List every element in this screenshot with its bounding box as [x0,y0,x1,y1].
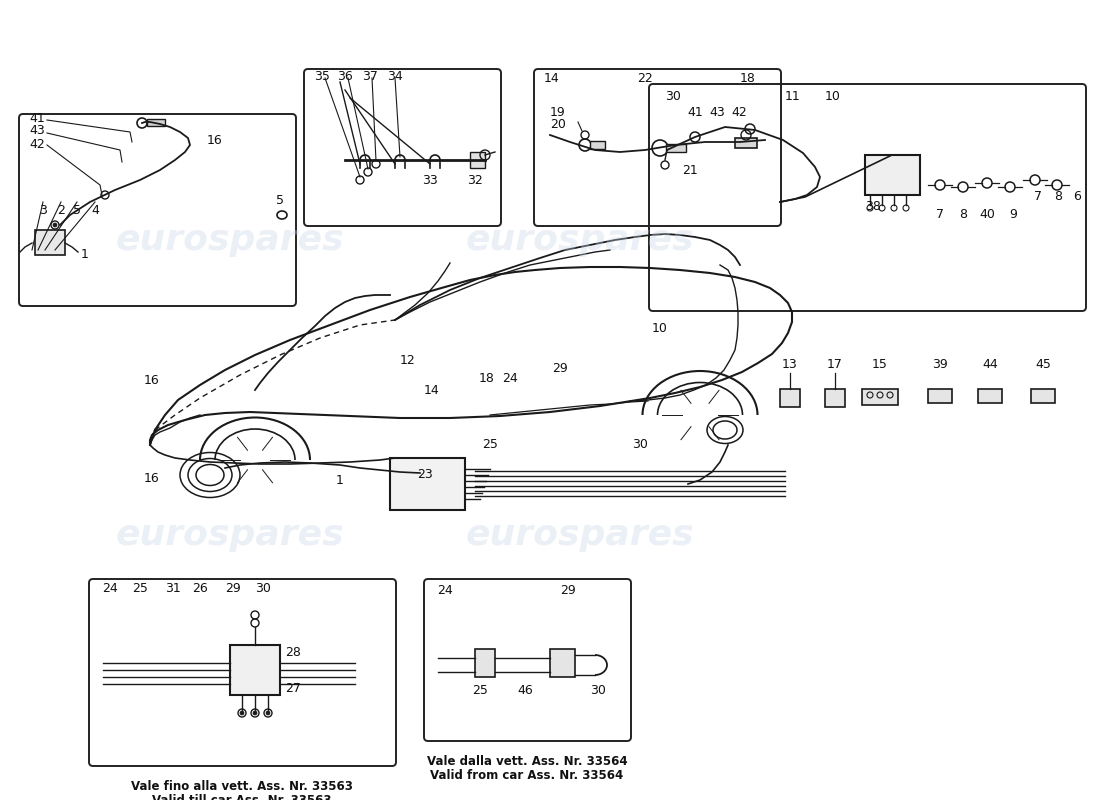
Text: Valid from car Ass. Nr. 33564: Valid from car Ass. Nr. 33564 [430,769,624,782]
Text: 8: 8 [1054,190,1062,203]
Text: 10: 10 [825,90,840,103]
Text: 25: 25 [482,438,498,451]
Text: 28: 28 [285,646,301,658]
Bar [928,389,952,403]
Text: Valid till car Ass. Nr. 33563: Valid till car Ass. Nr. 33563 [152,794,332,800]
Text: 14: 14 [425,383,440,397]
Text: 45: 45 [1035,358,1050,371]
Bar [735,138,757,148]
Text: 22: 22 [637,71,653,85]
Text: 7: 7 [936,209,944,222]
Text: 24: 24 [502,371,518,385]
Bar [1031,389,1055,403]
Text: 42: 42 [732,106,747,119]
Bar [862,389,898,405]
Text: 16: 16 [144,374,159,386]
Text: 24: 24 [437,583,453,597]
Text: 18: 18 [740,71,756,85]
Text: 21: 21 [682,163,697,177]
Text: 19: 19 [550,106,565,118]
Text: 42: 42 [29,138,45,150]
Circle shape [53,223,57,227]
Text: eurospares: eurospares [465,223,694,257]
Text: eurospares: eurospares [465,518,694,552]
Bar [666,144,686,152]
Text: 38: 38 [865,201,881,214]
Text: 4: 4 [91,203,99,217]
Text: 32: 32 [468,174,483,186]
Text: 46: 46 [517,683,532,697]
Bar [147,119,165,126]
Text: 27: 27 [285,682,301,694]
Text: 29: 29 [560,583,576,597]
Bar [825,389,845,407]
Text: 36: 36 [337,70,353,82]
Text: 5: 5 [73,203,81,217]
Bar [780,389,800,407]
Text: eurospares: eurospares [116,518,344,552]
Text: Vale dalla vett. Ass. Nr. 33564: Vale dalla vett. Ass. Nr. 33564 [427,755,627,768]
Bar [475,649,495,677]
Text: 24: 24 [102,582,118,594]
Bar [590,141,605,149]
Text: 14: 14 [544,71,560,85]
Bar [35,230,65,255]
Text: 23: 23 [417,469,433,482]
Circle shape [266,711,270,715]
Bar [978,389,1002,403]
Text: 17: 17 [827,358,843,371]
Text: 30: 30 [255,582,271,594]
Text: 13: 13 [782,358,797,371]
Text: 15: 15 [872,358,888,371]
Bar [865,155,920,195]
Text: 30: 30 [632,438,648,451]
Text: 11: 11 [785,90,801,103]
Text: 40: 40 [979,209,994,222]
Text: 41: 41 [688,106,703,119]
Text: 31: 31 [165,582,180,594]
Text: 30: 30 [666,90,681,103]
Text: 34: 34 [387,70,403,82]
Bar [230,645,280,695]
Text: 35: 35 [315,70,330,82]
Text: 30: 30 [590,683,606,697]
Text: 16: 16 [207,134,223,146]
Text: 20: 20 [550,118,565,131]
Text: 41: 41 [29,111,45,125]
Text: eurospares: eurospares [116,223,344,257]
Text: 1: 1 [337,474,344,486]
Circle shape [253,711,257,715]
Text: 29: 29 [552,362,568,374]
Text: 37: 37 [362,70,378,82]
Bar [390,458,465,510]
Text: 10: 10 [652,322,668,334]
Bar [550,649,575,677]
Text: 8: 8 [959,209,967,222]
Text: 25: 25 [472,683,488,697]
Text: 12: 12 [400,354,416,366]
Text: 6: 6 [1074,190,1081,203]
Text: Vale fino alla vett. Ass. Nr. 33563: Vale fino alla vett. Ass. Nr. 33563 [131,780,353,793]
Text: 1: 1 [81,249,89,262]
Text: 25: 25 [132,582,147,594]
Text: 29: 29 [226,582,241,594]
Text: 2: 2 [57,203,65,217]
Text: 39: 39 [932,358,948,371]
Text: 44: 44 [982,358,998,371]
Text: 9: 9 [1009,209,1016,222]
Bar [470,152,485,168]
Text: 43: 43 [29,125,45,138]
Circle shape [240,711,244,715]
Text: 33: 33 [422,174,438,186]
Text: 16: 16 [144,471,159,485]
Text: 43: 43 [710,106,725,119]
Text: 3: 3 [40,203,47,217]
Text: 5: 5 [276,194,284,206]
Text: 26: 26 [192,582,208,594]
Text: 18: 18 [480,371,495,385]
Text: 7: 7 [1034,190,1042,203]
